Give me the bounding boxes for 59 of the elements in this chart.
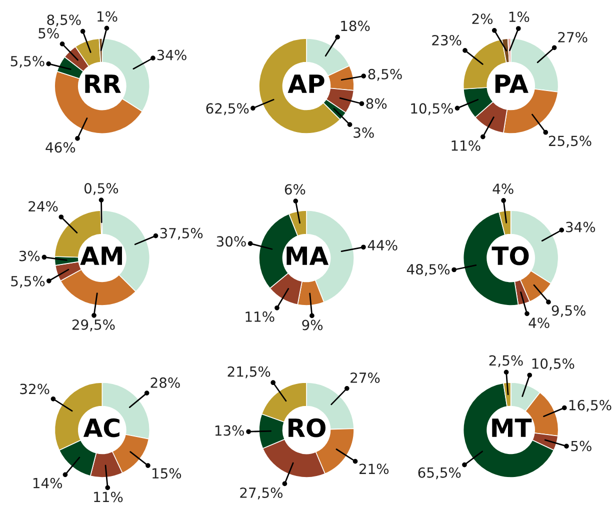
data-label: 65,5% (418, 467, 461, 480)
data-label: 3% (354, 127, 374, 138)
data-label: 15% (152, 468, 182, 479)
text: RO (288, 418, 326, 438)
data-label: 4% (492, 184, 514, 194)
text: AC (83, 418, 120, 438)
data-label: 8,5% (368, 68, 402, 81)
text: MT (492, 418, 532, 437)
data-label: 2% (472, 14, 493, 24)
data-label: 5% (571, 440, 592, 452)
data-label: 44% (368, 240, 398, 250)
data-label: 13% (215, 425, 244, 436)
data-label: 4% (528, 318, 550, 328)
data-label: 0,5% (84, 183, 118, 195)
data-label: 9,5% (552, 305, 586, 318)
data-label: 32% (20, 384, 50, 394)
data-label: 9% (302, 320, 323, 330)
data-label: 11% (94, 492, 123, 502)
data-label: 21,5% (228, 366, 270, 378)
data-label: 62,5% (206, 103, 249, 116)
data-label: 6% (284, 184, 306, 195)
data-label: 28% (150, 377, 180, 388)
data-label: 11% (452, 140, 480, 151)
data-label: 34% (157, 50, 186, 60)
data-label: 48,5% (406, 264, 450, 276)
data-label: 25,5% (548, 136, 592, 148)
data-label: 8% (366, 98, 387, 109)
data-label: 3% (19, 250, 40, 262)
data-label: 27% (558, 32, 588, 42)
data-label: 29,5% (72, 319, 115, 332)
text: PA (495, 74, 528, 93)
donut-slice (462, 382, 554, 478)
data-label: 2,5% (489, 355, 523, 368)
data-label: 10,5% (411, 103, 453, 116)
data-label: 18% (341, 20, 370, 32)
data-label: 21% (359, 464, 389, 474)
data-label: 5,5% (10, 56, 44, 68)
data-label: 1% (98, 11, 118, 22)
data-label: 24% (28, 201, 58, 212)
data-label: 10,5% (532, 358, 574, 370)
data-label: 8,5% (47, 14, 81, 26)
text: AM (80, 246, 122, 265)
text: RR (85, 74, 121, 93)
data-label: 5% (38, 28, 59, 38)
data-label: 11% (246, 311, 274, 322)
data-label: 16,5% (569, 400, 612, 412)
data-label: 27,5% (240, 487, 282, 500)
data-label: 14% (33, 478, 62, 488)
text: TO (492, 246, 529, 266)
data-label: 37,5% (160, 228, 203, 240)
data-label: 34% (566, 222, 596, 232)
data-label: 1% (509, 12, 530, 22)
data-label: 23% (432, 34, 462, 46)
data-label: 46% (46, 142, 76, 153)
data-label: 30% (216, 236, 246, 247)
data-label: 27% (350, 372, 380, 384)
data-label: 5,5% (11, 276, 45, 288)
text: MA (286, 246, 328, 265)
text: AP (288, 74, 324, 93)
